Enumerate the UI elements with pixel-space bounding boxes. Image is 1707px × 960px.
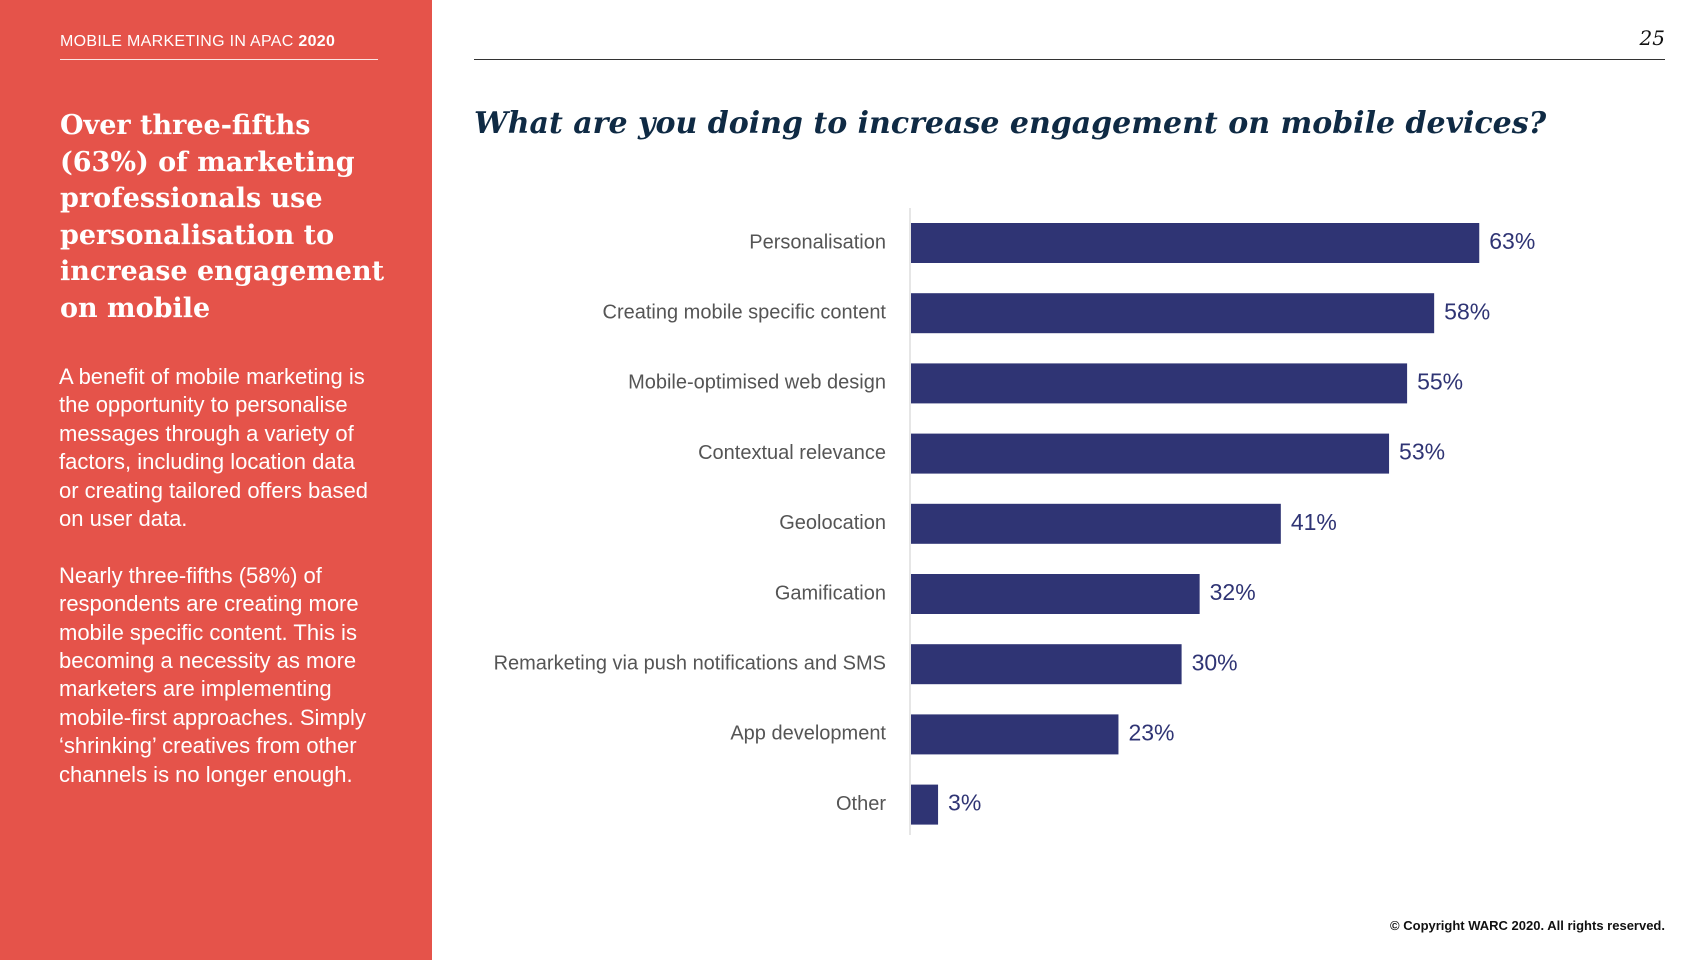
page-number: 25 xyxy=(1639,26,1665,50)
bar xyxy=(911,574,1200,614)
category-label: App development xyxy=(730,723,886,745)
bar xyxy=(911,363,1408,404)
sidebar-headline: Over three-fifths (63%) of marketing pro… xyxy=(60,110,385,324)
sidebar-panel: MOBILE MARKETING IN APAC 2020 Over three… xyxy=(0,0,432,960)
body-paragraph: A benefit of mobile marketing is the opp… xyxy=(59,364,368,532)
category-label: Contextual relevance xyxy=(698,442,886,464)
bar-chart: Personalisation 63% Creating mobile specif… xyxy=(494,208,1535,835)
value-label: 32% xyxy=(1210,579,1256,605)
header-divider xyxy=(474,59,1665,60)
category-label: Other xyxy=(836,793,886,815)
value-label: 23% xyxy=(1128,719,1174,745)
bar xyxy=(911,714,1119,755)
value-label: 63% xyxy=(1489,228,1535,254)
sidebar-body: A benefit of mobile marketing is the opp… xyxy=(59,363,379,817)
value-label: 58% xyxy=(1444,298,1490,324)
bar xyxy=(911,223,1480,263)
category-label: Geolocation xyxy=(779,512,886,534)
value-label: 3% xyxy=(948,790,981,816)
category-label: Mobile-optimised web design xyxy=(628,372,886,394)
bar xyxy=(911,503,1281,544)
value-label: 30% xyxy=(1192,649,1238,675)
value-label: 53% xyxy=(1399,439,1445,465)
bar xyxy=(911,293,1435,334)
category-label: Personalisation xyxy=(749,231,886,253)
value-label: 41% xyxy=(1291,509,1337,535)
bar xyxy=(911,644,1182,685)
body-paragraph: Nearly three-fifths (58%) of respondents… xyxy=(59,562,366,787)
category-label: Gamification xyxy=(775,582,886,604)
kicker-text: MOBILE MARKETING IN APAC xyxy=(60,33,294,50)
value-label: 55% xyxy=(1417,368,1463,394)
report-kicker: MOBILE MARKETING IN APAC 2020 xyxy=(60,33,378,60)
category-label: Creating mobile specific content xyxy=(603,301,887,323)
chart-title: What are you doing to increase engagemen… xyxy=(474,106,1547,141)
bar xyxy=(911,433,1390,474)
category-label: Remarketing via push notifications and S… xyxy=(494,652,886,674)
copyright-notice: © Copyright WARC 2020. All rights reserv… xyxy=(1390,918,1665,933)
kicker-year: 2020 xyxy=(298,33,336,50)
bar xyxy=(911,784,939,825)
